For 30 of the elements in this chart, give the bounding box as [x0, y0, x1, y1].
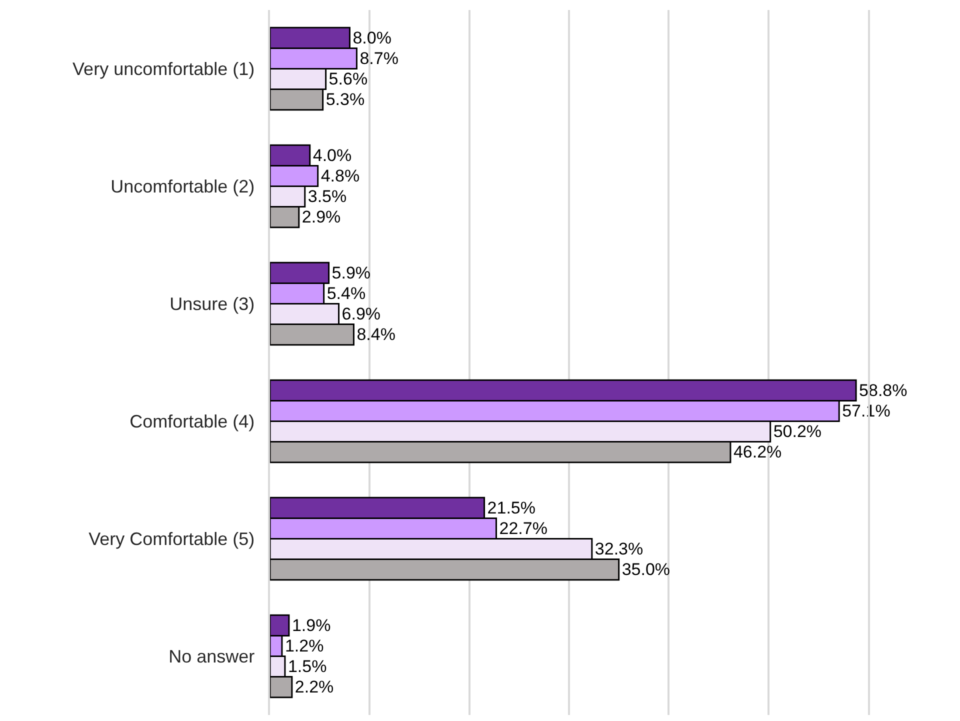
- data-label: 2.2%: [294, 678, 334, 697]
- data-label: 35.0%: [622, 560, 670, 580]
- data-label: 50.2%: [773, 422, 822, 442]
- y-tick-label: No answer: [168, 646, 255, 667]
- data-label: 4.0%: [312, 146, 352, 165]
- data-label: 6.9%: [342, 304, 381, 324]
- data-label: 22.7%: [499, 518, 548, 538]
- data-label: 1.5%: [288, 657, 327, 676]
- data-label: 5.4%: [326, 284, 366, 303]
- data-label: 2.9%: [302, 208, 341, 227]
- data-label: 8.7%: [360, 48, 398, 68]
- y-tick-label: Very Comfortable (5): [88, 529, 255, 550]
- data-label: 5.9%: [332, 263, 371, 282]
- data-label: 5.3%: [326, 90, 365, 110]
- data-label: 8.4%: [356, 325, 396, 344]
- y-tick-label: Uncomfortable (2): [110, 176, 255, 197]
- y-tick-label: Unsure (3): [170, 294, 255, 314]
- data-label: 1.2%: [284, 636, 324, 656]
- data-label: 32.3%: [594, 540, 644, 559]
- data-label: 3.5%: [308, 187, 347, 206]
- data-label: 8.0%: [352, 28, 392, 48]
- data-label: 46.2%: [733, 442, 782, 462]
- y-tick-label: Very uncomfortable (1): [72, 59, 255, 80]
- data-label: 1.9%: [292, 616, 331, 635]
- data-label: 21.5%: [487, 498, 536, 518]
- data-label: 5.6%: [328, 70, 368, 89]
- data-label: 58.8%: [859, 380, 908, 400]
- y-tick-label: Comfortable (4): [130, 412, 255, 432]
- data-label: 4.8%: [320, 166, 360, 186]
- data-label: 57.1%: [842, 401, 890, 420]
